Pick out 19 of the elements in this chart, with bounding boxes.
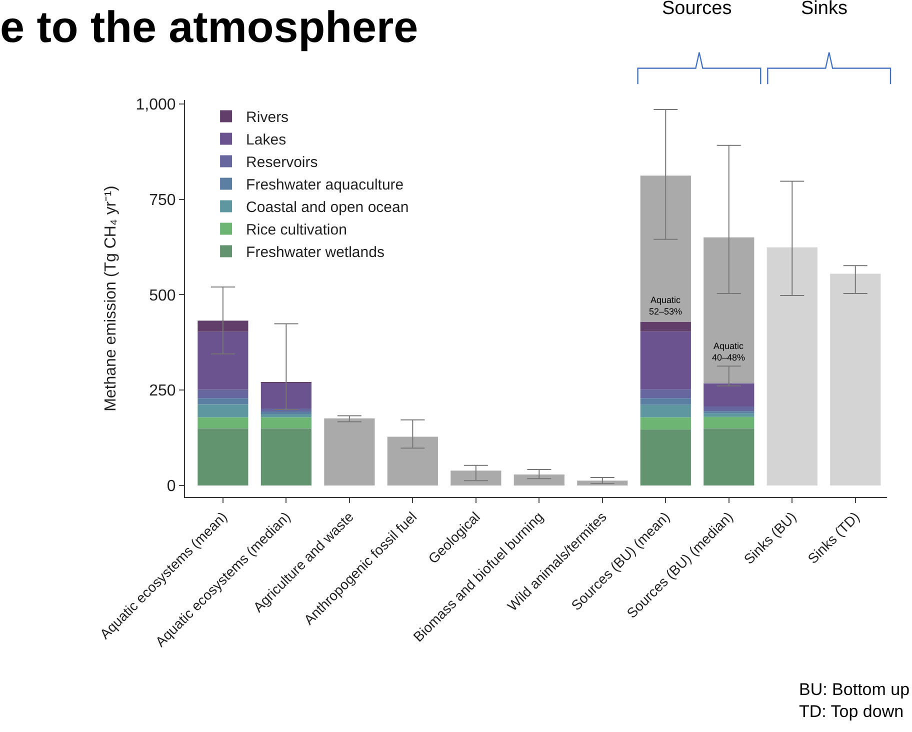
y-tick-label: 750 xyxy=(149,192,176,209)
legend-label: Lakes xyxy=(246,132,286,149)
legend-label: Freshwater aquaculture xyxy=(246,176,404,194)
annotation: Aquatic 52–53% xyxy=(649,295,682,317)
y-tick-label: 250 xyxy=(149,382,176,400)
y-tick-label: 0 xyxy=(166,478,176,496)
legend-label: Coastal and open ocean xyxy=(246,199,409,216)
legend-label: Freshwater wetlands xyxy=(246,244,384,262)
y-tick-label: 1,000 xyxy=(136,96,176,114)
legend-label: Rice cultivation xyxy=(246,222,347,239)
legend-label: Rivers xyxy=(246,109,289,126)
y-tick-label: 500 xyxy=(149,287,176,304)
y-axis-title: Methane emission (Tg CH₄ yr⁻¹) xyxy=(102,186,120,412)
text: BU: Bottom up TD: Top down xyxy=(799,680,910,722)
legend-label: Reservoirs xyxy=(246,154,318,172)
text: Sinks xyxy=(801,0,848,19)
annotation: Aquatic 40–48% xyxy=(712,341,746,363)
text: Sources xyxy=(662,0,732,19)
chart-title: e to the atmosphere xyxy=(0,2,418,52)
